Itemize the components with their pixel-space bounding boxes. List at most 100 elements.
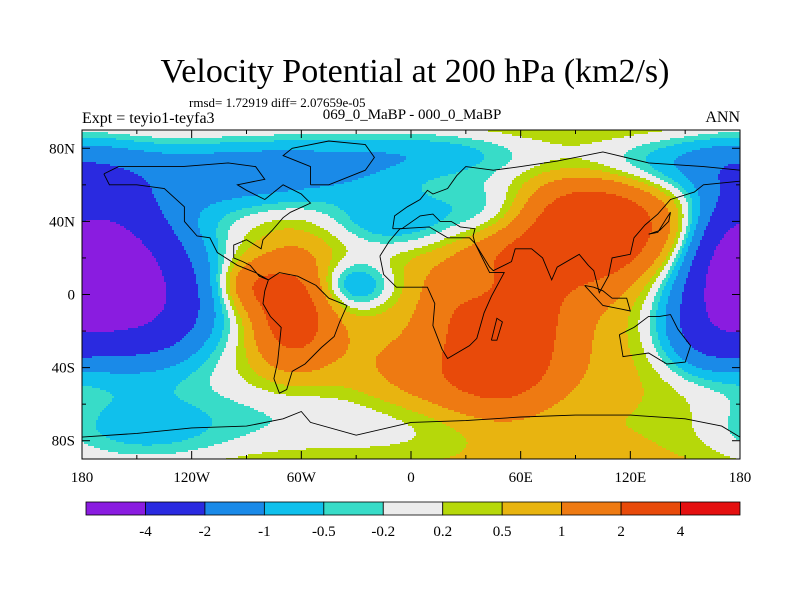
heat-cell — [628, 346, 643, 349]
heat-cell — [412, 410, 455, 413]
heat-cell — [196, 370, 215, 373]
heat-cell — [676, 246, 681, 249]
heat-cell — [652, 366, 669, 369]
heat-cell — [210, 416, 271, 419]
heat-cell — [210, 268, 219, 271]
heat-cell — [180, 240, 205, 243]
heat-cell — [730, 228, 740, 231]
heat-cell — [504, 214, 519, 217]
heat-cell — [648, 360, 663, 363]
heat-cell — [82, 344, 175, 347]
heat-cell — [346, 310, 387, 313]
heat-cell — [236, 250, 247, 253]
heat-cell — [240, 300, 259, 303]
heat-cell — [650, 152, 687, 155]
heat-cell — [170, 346, 203, 349]
heat-cell — [152, 192, 273, 195]
heat-cell — [266, 252, 311, 255]
heat-cell — [452, 208, 485, 211]
x-tick-label: 60W — [287, 470, 317, 486]
heat-cell — [276, 382, 391, 385]
heat-cell — [718, 178, 740, 181]
heat-cell — [686, 278, 707, 281]
heat-cell — [658, 308, 667, 311]
heat-cell — [82, 132, 109, 135]
heat-cell — [672, 254, 677, 257]
heat-cell — [254, 284, 305, 287]
heat-cell — [686, 198, 693, 201]
heat-cell — [674, 280, 687, 283]
heat-cell — [670, 268, 675, 271]
heat-cell — [328, 288, 333, 291]
heat-cell — [222, 312, 229, 315]
heat-cell — [680, 308, 707, 311]
heat-cell — [700, 198, 719, 201]
heat-cell — [348, 348, 385, 351]
heat-cell — [306, 286, 323, 289]
heat-cell — [666, 332, 683, 335]
heat-cell — [688, 380, 713, 383]
heat-cell — [666, 284, 673, 287]
heat-cell — [670, 274, 679, 277]
heat-cell — [412, 232, 437, 235]
heat-cell — [208, 446, 371, 449]
heat-cell — [406, 408, 449, 411]
heat-cell — [408, 240, 441, 243]
heat-cell — [682, 142, 740, 145]
heat-cell — [232, 268, 243, 271]
heat-cell — [640, 378, 663, 381]
heat-cell — [682, 376, 699, 379]
heat-cell — [630, 286, 645, 289]
heat-cell — [560, 308, 609, 311]
heat-cell — [406, 326, 449, 329]
heat-cell — [630, 350, 645, 353]
heat-cell — [386, 300, 399, 303]
heat-cell — [696, 254, 715, 257]
heat-cell — [522, 392, 571, 395]
heat-cell — [82, 172, 135, 175]
heat-cell — [424, 282, 495, 285]
heat-cell — [82, 290, 167, 293]
heat-cell — [678, 216, 685, 219]
heat-cell — [240, 244, 253, 247]
heat-cell — [556, 334, 595, 337]
colorbar-swatch — [680, 501, 741, 516]
heat-cell — [648, 292, 657, 295]
heat-cell — [630, 312, 641, 315]
heat-cell — [162, 274, 197, 277]
heat-cell — [310, 294, 325, 297]
heat-cell — [656, 278, 665, 281]
heat-cell — [266, 378, 387, 381]
heat-cell — [668, 382, 695, 385]
heat-cell — [670, 214, 679, 217]
heat-cell — [270, 416, 393, 419]
heat-cell — [82, 266, 161, 269]
heat-cell — [704, 296, 740, 299]
heat-cell — [694, 230, 705, 233]
heat-cell — [246, 356, 263, 359]
heat-cell — [558, 324, 597, 327]
heat-cell — [384, 286, 395, 289]
heat-cell — [690, 244, 701, 247]
heat-cell — [484, 292, 571, 295]
heat-cell — [706, 274, 740, 277]
heat-cell — [82, 162, 97, 165]
heat-cell — [678, 230, 683, 233]
heat-cell — [290, 274, 319, 277]
heat-cell — [576, 386, 643, 389]
heat-cell — [236, 282, 255, 285]
heat-cell — [314, 256, 333, 259]
heat-cell — [648, 154, 683, 157]
heat-cell — [442, 354, 553, 357]
heat-cell — [332, 308, 345, 311]
heat-cell — [500, 168, 531, 171]
heat-cell — [368, 264, 391, 267]
heat-cell — [684, 238, 687, 241]
heat-cell — [680, 200, 687, 203]
heat-cell — [350, 292, 373, 295]
heat-cell — [482, 418, 525, 421]
heat-cell — [304, 346, 349, 349]
heat-cell — [212, 296, 221, 299]
heat-cell — [652, 230, 671, 233]
heat-cell — [238, 332, 245, 335]
